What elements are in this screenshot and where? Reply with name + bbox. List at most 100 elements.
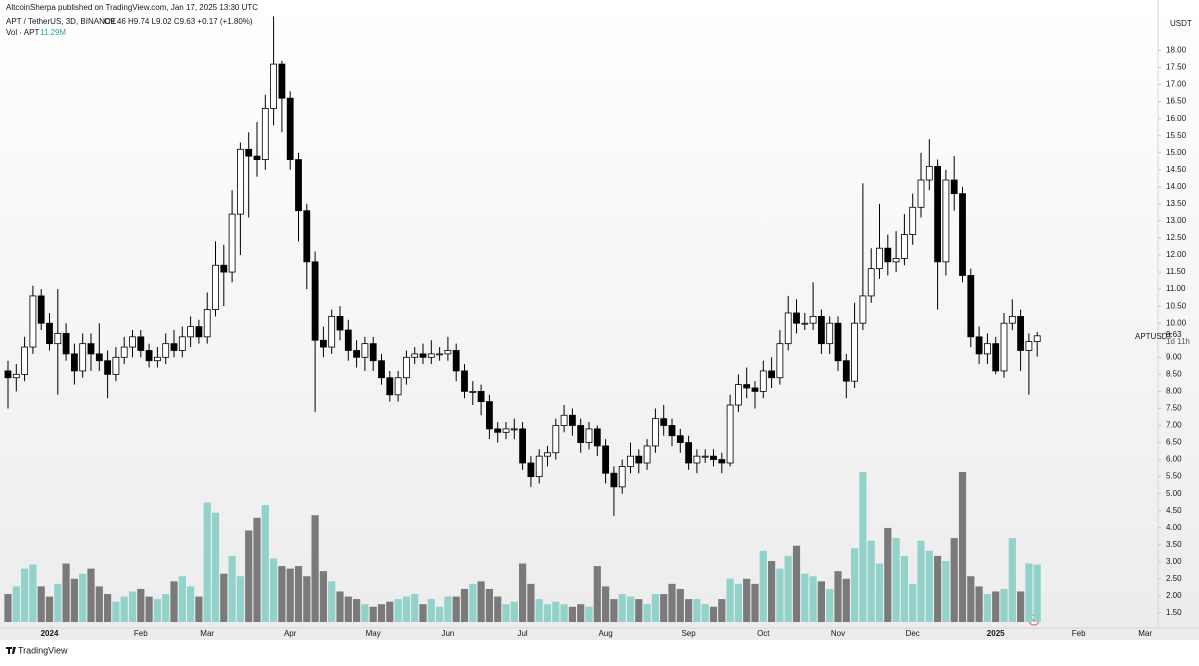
candle-body xyxy=(535,455,543,478)
candle-body xyxy=(577,425,585,443)
candle-body xyxy=(809,315,817,324)
candle-body xyxy=(909,206,917,235)
candle-body xyxy=(21,346,29,375)
volume-bar xyxy=(427,599,435,622)
candle-body xyxy=(153,356,161,362)
volume-bar xyxy=(892,538,900,622)
volume-bar xyxy=(203,502,211,622)
candle-body xyxy=(652,418,659,447)
volume-bar xyxy=(510,601,518,622)
volume-bar xyxy=(1017,591,1025,622)
candle-body xyxy=(137,336,145,351)
currency: USDT xyxy=(1170,19,1192,28)
volume-bar xyxy=(211,512,220,622)
volume-bar xyxy=(87,568,95,622)
candle-body xyxy=(203,309,211,338)
candle-body xyxy=(593,428,601,447)
y-tick-label: 3.50 xyxy=(1166,540,1182,549)
y-tick-label: 9.00 xyxy=(1166,352,1182,361)
y-tick-label: 11.00 xyxy=(1166,284,1186,293)
volume-bar xyxy=(784,555,792,622)
candle-body xyxy=(386,377,394,396)
candle-body xyxy=(901,234,908,259)
x-tick-label: Jul xyxy=(517,629,527,638)
candle-body xyxy=(62,333,70,355)
y-tick-label: 17.00 xyxy=(1166,80,1187,89)
candle-body xyxy=(942,179,950,263)
volume-bar xyxy=(353,599,361,622)
volume-bar xyxy=(386,601,394,622)
candle-body xyxy=(735,384,742,406)
volume-bar xyxy=(394,599,402,622)
volume-bar xyxy=(519,563,527,622)
volume-bar xyxy=(726,578,734,622)
candle-body xyxy=(618,465,626,488)
volume-bar xyxy=(460,588,469,622)
x-tick-label: Apr xyxy=(284,629,297,638)
volume-bar xyxy=(137,588,145,622)
y-tick-label: 6.00 xyxy=(1166,455,1182,464)
candle-body xyxy=(884,247,892,263)
candle-body xyxy=(726,404,734,464)
brand: TradingView xyxy=(18,645,68,655)
candle-body xyxy=(353,350,361,358)
volume-bar xyxy=(54,583,62,622)
candle-body xyxy=(701,455,709,458)
volume-bar xyxy=(369,606,377,622)
volume-bar xyxy=(610,599,618,622)
candle-body xyxy=(37,295,45,324)
countdown: 1d 11h xyxy=(1166,337,1190,346)
candle-body xyxy=(71,353,78,372)
volume-bar xyxy=(859,472,867,622)
symbol: APT / TetherUS, 3D, BINANCE xyxy=(6,17,116,26)
candle-body xyxy=(519,428,526,464)
volume-legend: Vol · APT xyxy=(6,28,39,37)
volume-bar xyxy=(220,573,228,622)
brand-logo xyxy=(6,647,16,654)
volume-bar xyxy=(552,601,560,622)
candle-body xyxy=(818,315,825,345)
volume-bar xyxy=(535,599,543,622)
volume-bar xyxy=(402,596,410,622)
volume-bar xyxy=(751,583,759,622)
x-tick-label: May xyxy=(366,629,381,638)
candle-body xyxy=(494,428,502,433)
candle-body xyxy=(984,343,991,355)
candle-body xyxy=(1025,341,1033,351)
candle-body xyxy=(668,425,676,437)
candle-body xyxy=(419,353,427,358)
x-tick-label: Jun xyxy=(441,629,454,638)
volume-bar xyxy=(585,606,593,622)
volume-bar xyxy=(261,505,269,622)
y-tick-label: 3.00 xyxy=(1166,557,1182,566)
volume-bar xyxy=(759,550,767,622)
volume-bar xyxy=(602,586,610,622)
candle-body xyxy=(560,414,568,426)
candle-body xyxy=(212,264,219,310)
candle-body xyxy=(187,326,195,338)
y-tick-label: 18.00 xyxy=(1166,46,1187,55)
volume-bar xyxy=(1008,538,1016,622)
volume-bar xyxy=(817,581,825,622)
candle-body xyxy=(826,322,834,345)
volume-bar xyxy=(311,515,319,622)
volume-bar xyxy=(851,548,859,622)
volume-bar xyxy=(626,596,635,622)
volume-bar xyxy=(245,530,253,622)
volume-bar xyxy=(925,550,933,622)
y-tick-label: 15.50 xyxy=(1166,131,1187,140)
volume-bar xyxy=(253,517,261,622)
volume-bar xyxy=(377,604,386,622)
volume-legend-value: 11.29M xyxy=(40,28,66,37)
y-tick-label: 8.00 xyxy=(1166,387,1182,396)
x-tick-label: 2024 xyxy=(41,629,59,638)
volume-bar xyxy=(693,599,701,622)
candle-body xyxy=(743,384,751,389)
candle-body xyxy=(718,459,726,464)
volume-bar xyxy=(469,583,477,622)
candle-body xyxy=(975,336,983,355)
candle-body xyxy=(660,418,668,426)
candle-body xyxy=(925,165,933,181)
volume-bar xyxy=(834,571,842,622)
volume-bar xyxy=(170,581,178,622)
